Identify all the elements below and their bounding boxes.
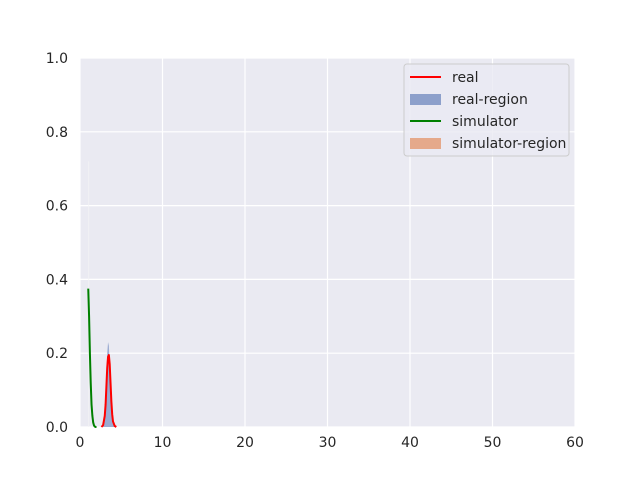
legend-swatch-real-region [410, 94, 441, 105]
legend-label: real-region [452, 92, 528, 108]
legend-swatch-simulator-region [410, 138, 441, 149]
series-lines [87, 288, 117, 428]
x-tick-label: 50 [484, 435, 502, 451]
x-tick-label: 30 [319, 435, 337, 451]
x-axis-ticks: 0 10 20 30 40 50 60 [76, 435, 584, 451]
x-tick-label: 10 [154, 435, 172, 451]
y-tick-label: 1.0 [46, 51, 68, 67]
y-axis-ticks: 0.0 0.2 0.4 0.6 0.8 1.0 [46, 51, 68, 436]
x-tick-label: 0 [76, 435, 85, 451]
y-tick-label: 0.0 [46, 420, 68, 436]
y-tick-label: 0.4 [46, 272, 68, 288]
y-tick-label: 0.6 [46, 199, 68, 215]
legend-label: real [452, 70, 479, 86]
simulator-line [87, 288, 97, 428]
legend: real real-region simulator simulator-region [403, 63, 570, 157]
grid-lines [79, 57, 576, 428]
legend-label: simulator-region [452, 136, 566, 152]
x-tick-label: 40 [401, 435, 419, 451]
y-tick-label: 0.2 [46, 346, 68, 362]
y-tick-label: 0.8 [46, 125, 68, 141]
x-tick-label: 60 [566, 435, 584, 451]
real-line [100, 354, 117, 428]
legend-box [403, 63, 570, 157]
legend-label: simulator [452, 114, 518, 130]
x-tick-label: 20 [236, 435, 254, 451]
